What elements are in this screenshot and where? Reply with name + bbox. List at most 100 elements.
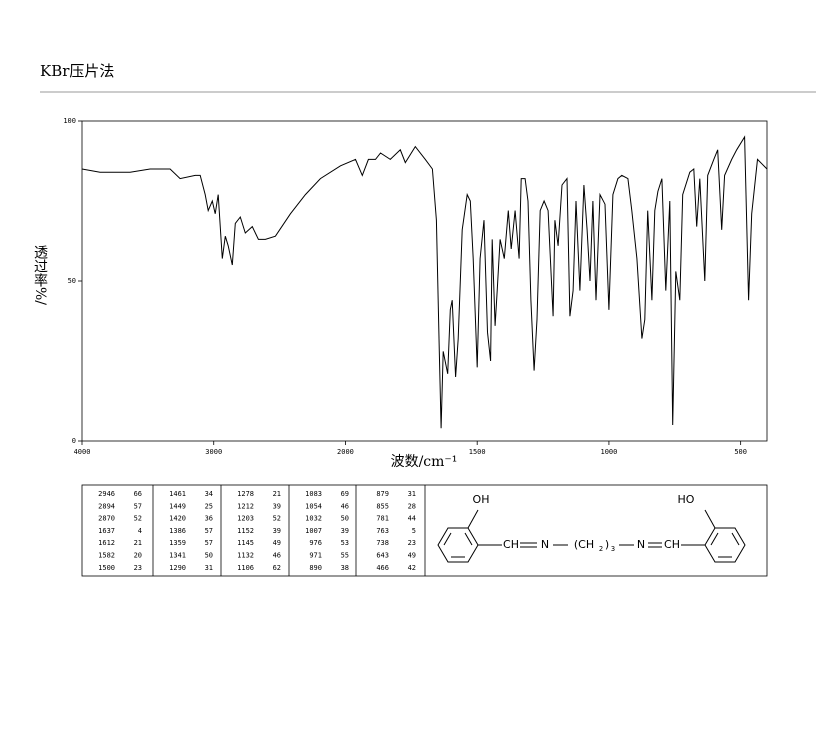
peak-wavenumber: 1449 <box>169 502 186 510</box>
peak-wavenumber: 1203 <box>237 515 254 523</box>
peak-transmittance: 21 <box>273 490 281 498</box>
peak-wavenumber: 1582 <box>98 552 115 560</box>
structure-label: ) <box>605 538 609 551</box>
peak-transmittance: 66 <box>134 490 142 498</box>
peak-transmittance: 46 <box>341 502 349 510</box>
x-tick-label: 3000 <box>205 448 222 456</box>
peak-wavenumber: 2946 <box>98 490 115 498</box>
peak-wavenumber: 1054 <box>305 502 322 510</box>
ring-bond <box>443 532 452 546</box>
x-tick-label: 500 <box>734 448 747 456</box>
peak-wavenumber: 855 <box>376 502 389 510</box>
peak-transmittance: 39 <box>273 527 281 535</box>
peak-transmittance: 25 <box>205 502 213 510</box>
peak-wavenumber: 466 <box>376 564 389 572</box>
structure-label: 2 <box>599 545 603 553</box>
peak-transmittance: 57 <box>134 502 142 510</box>
peak-wavenumber: 879 <box>376 490 389 498</box>
peak-transmittance: 44 <box>408 515 416 523</box>
peak-transmittance: 50 <box>341 515 349 523</box>
peak-transmittance: 49 <box>273 539 281 547</box>
ring-bond <box>710 532 719 546</box>
ring-bond <box>464 532 473 546</box>
peak-wavenumber: 1386 <box>169 527 186 535</box>
peak-transmittance: 55 <box>341 552 349 560</box>
bond <box>704 509 716 529</box>
y-tick-label: 0 <box>72 437 76 445</box>
peak-wavenumber: 1290 <box>169 564 186 572</box>
x-tick-label: 2000 <box>337 448 354 456</box>
peak-transmittance: 49 <box>408 552 416 560</box>
structure-label: (CH <box>574 538 594 551</box>
ring-bond <box>731 532 740 546</box>
peak-transmittance: 39 <box>273 502 281 510</box>
peak-wavenumber: 976 <box>309 539 322 547</box>
peak-transmittance: 23 <box>408 539 416 547</box>
peak-wavenumber: 971 <box>309 552 322 560</box>
peak-wavenumber: 1359 <box>169 539 186 547</box>
peak-wavenumber: 1637 <box>98 527 115 535</box>
peak-transmittance: 28 <box>408 502 416 510</box>
peak-transmittance: 31 <box>408 490 416 498</box>
peak-wavenumber: 763 <box>376 527 389 535</box>
peak-transmittance: 52 <box>273 515 281 523</box>
peak-wavenumber: 1007 <box>305 527 322 535</box>
peak-wavenumber: 890 <box>309 564 322 572</box>
peak-transmittance: 23 <box>134 564 142 572</box>
peak-wavenumber: 781 <box>376 515 389 523</box>
peak-transmittance: 69 <box>341 490 349 498</box>
peak-transmittance: 31 <box>205 564 213 572</box>
peak-wavenumber: 1083 <box>305 490 322 498</box>
y-axis-label: 透过率%/ <box>32 245 48 305</box>
y-tick-label: 100 <box>63 117 76 125</box>
spectrum-line <box>81 135 768 429</box>
peak-wavenumber: 1612 <box>98 539 115 547</box>
peak-wavenumber: 643 <box>376 552 389 560</box>
x-axis-label: 波数/cm⁻¹ <box>391 454 458 470</box>
peak-wavenumber: 1341 <box>169 552 186 560</box>
peak-transmittance: 38 <box>341 564 349 572</box>
peak-wavenumber: 1461 <box>169 490 186 498</box>
peak-transmittance: 52 <box>134 515 142 523</box>
x-tick-label: 1000 <box>600 448 617 456</box>
peak-transmittance: 21 <box>134 539 142 547</box>
peak-transmittance: 50 <box>205 552 213 560</box>
plot-frame <box>81 120 768 442</box>
structure-label: CH <box>664 538 680 551</box>
peak-transmittance: 46 <box>273 552 281 560</box>
structure-label: 3 <box>611 545 615 553</box>
peak-wavenumber: 1132 <box>237 552 254 560</box>
x-tick-label: 1500 <box>469 448 486 456</box>
peak-wavenumber: 1212 <box>237 502 254 510</box>
peak-transmittance: 42 <box>408 564 416 572</box>
peak-wavenumber: 1032 <box>305 515 322 523</box>
peak-transmittance: 4 <box>138 527 142 535</box>
structure-label: N <box>541 538 549 551</box>
y-tick-label: 50 <box>68 277 76 285</box>
peak-transmittance: 5 <box>412 527 416 535</box>
peak-wavenumber: 1152 <box>237 527 254 535</box>
structure-label: N <box>637 538 645 551</box>
peak-transmittance: 39 <box>341 527 349 535</box>
peak-wavenumber: 1278 <box>237 490 254 498</box>
peak-wavenumber: 738 <box>376 539 389 547</box>
table-frame <box>81 484 768 577</box>
peak-wavenumber: 1500 <box>98 564 115 572</box>
peak-wavenumber: 1420 <box>169 515 186 523</box>
peak-transmittance: 36 <box>205 515 213 523</box>
peak-transmittance: 34 <box>205 490 213 498</box>
peak-transmittance: 53 <box>341 539 349 547</box>
x-tick-label: 4000 <box>74 448 91 456</box>
peak-transmittance: 57 <box>205 539 213 547</box>
structure-label: OH <box>473 493 490 506</box>
bond <box>467 509 479 529</box>
structure-drawing <box>437 509 746 563</box>
structure-label: HO <box>678 493 695 506</box>
peak-transmittance: 62 <box>273 564 281 572</box>
peak-wavenumber: 1106 <box>237 564 254 572</box>
structure-label: CH <box>503 538 519 551</box>
peak-wavenumber: 2870 <box>98 515 115 523</box>
peak-transmittance: 57 <box>205 527 213 535</box>
peak-transmittance: 20 <box>134 552 142 560</box>
